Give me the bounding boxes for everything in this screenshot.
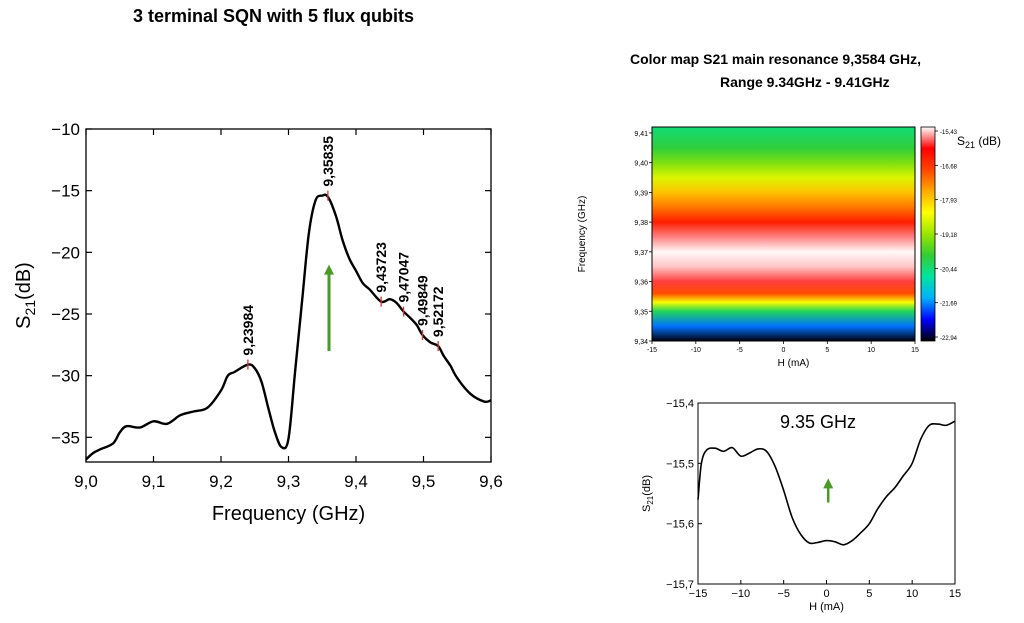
x-tick-label: 10: [867, 347, 875, 354]
y-axis-label: S21(dB): [13, 262, 38, 329]
heatmap-surface: [652, 127, 915, 341]
main-title: 3 terminal SQN with 5 flux qubits: [133, 6, 415, 26]
x-tick-label: -15: [647, 347, 657, 354]
colorbar-tick-label: -16,68: [940, 164, 958, 170]
x-tick-label: 9,1: [142, 472, 166, 491]
y-tick-label: −10: [51, 120, 80, 139]
y-tick-label: 9,35: [634, 309, 648, 316]
y-tick-label: −35: [51, 428, 80, 447]
x-tick-label: 15: [911, 347, 919, 354]
peak-label: 9,52172: [430, 286, 446, 337]
y-tick-label: −20: [51, 243, 80, 262]
x-tick-label: 0: [823, 588, 829, 600]
colorbar-tick-label: -20,44: [940, 267, 958, 273]
x-tick-label: 5: [825, 347, 829, 354]
peak-label: 9,43723: [373, 242, 389, 293]
y-axis-label: Frequency (GHz): [577, 196, 588, 273]
x-tick-label: 9,0: [74, 472, 98, 491]
x-tick-label: 9,3: [277, 472, 301, 491]
peak-label: 9,49849: [414, 275, 430, 326]
y-tick-label: −25: [51, 305, 80, 324]
x-tick-label: 10: [906, 588, 918, 600]
y-tick-label: 9,40: [634, 161, 648, 168]
peak-label: 9,23984: [240, 305, 256, 356]
colorbar-tick-label: -19,18: [940, 233, 958, 239]
colorbar-label: S21 (dB): [957, 134, 1001, 150]
x-tick-label: 15: [949, 588, 961, 600]
x-axis-label: H (mA): [778, 358, 810, 369]
x-tick-label: −15: [689, 588, 708, 600]
y-tick-label: −15,7: [666, 579, 694, 591]
green-arrow-head: [823, 478, 834, 489]
y-tick-label: −15,6: [666, 519, 694, 531]
y-tick-label: 9,38: [634, 220, 648, 227]
colorbar-tick-label: -22,94: [940, 336, 958, 342]
green-arrow-head: [324, 264, 334, 275]
colorbar-tick-label: -15,43: [940, 130, 958, 136]
x-axis-label: Frequency (GHz): [212, 503, 365, 525]
y-tick-label: 9,39: [634, 190, 648, 197]
y-tick-label: 9,34: [634, 339, 648, 346]
x-tick-label: -10: [691, 347, 701, 354]
x-tick-label: 9,2: [209, 472, 233, 491]
colormap-title-line2: Range 9.34GHz - 9.41GHz: [720, 74, 890, 90]
colorbar-tick-label: -21,69: [940, 302, 958, 308]
y-tick-label: 9,37: [634, 250, 648, 257]
colormap-title-line1: Color map S21 main resonance 9,3584 GHz,: [630, 51, 922, 67]
x-tick-label: −10: [731, 588, 750, 600]
x-tick-label: -5: [737, 347, 743, 354]
y-tick-label: 9,36: [634, 280, 648, 287]
y-axis-label: S21(dB): [641, 475, 655, 512]
y-tick-label: −15: [51, 182, 80, 201]
colorbar: [920, 126, 936, 342]
x-axis-label: H (mA): [809, 601, 844, 613]
y-tick-label: 9,41: [634, 131, 648, 138]
x-tick-label: 9,6: [479, 472, 503, 491]
colorbar-tick-label: -17,93: [940, 199, 958, 205]
y-tick-label: −15,4: [666, 398, 694, 410]
series-line: [697, 420, 956, 546]
frequency-annotation: 9.35 GHz: [780, 412, 856, 432]
peak-label: 9,47047: [396, 252, 412, 303]
peak-label: 9,35835: [320, 136, 336, 187]
y-tick-label: −15,5: [666, 458, 694, 470]
x-tick-label: 9,5: [412, 472, 436, 491]
y-tick-label: −30: [51, 367, 80, 386]
x-tick-label: −5: [777, 588, 790, 600]
x-tick-label: 5: [866, 588, 872, 600]
x-tick-label: 9,4: [344, 472, 368, 491]
x-tick-label: 0: [782, 347, 786, 354]
